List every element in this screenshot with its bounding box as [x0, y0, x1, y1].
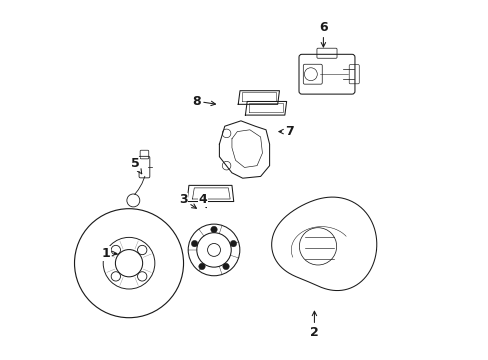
Circle shape — [223, 263, 229, 270]
Text: 7: 7 — [278, 125, 293, 138]
Text: 6: 6 — [319, 21, 327, 47]
Text: 1: 1 — [102, 247, 117, 260]
Circle shape — [198, 263, 205, 270]
Text: 3: 3 — [179, 193, 196, 208]
Circle shape — [210, 226, 217, 233]
Circle shape — [230, 240, 236, 247]
Text: 5: 5 — [130, 157, 142, 174]
Circle shape — [191, 240, 198, 247]
Text: 4: 4 — [199, 193, 207, 208]
Text: 2: 2 — [309, 311, 318, 339]
Text: 8: 8 — [191, 95, 215, 108]
